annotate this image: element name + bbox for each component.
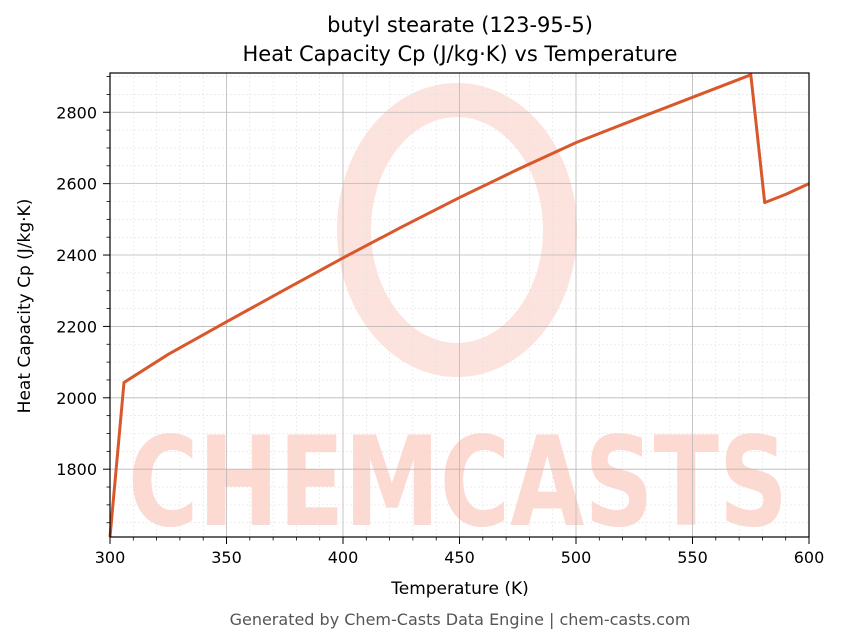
y-axis: 1800 2000 2200 2400 2600 2800 <box>56 76 110 524</box>
chart-subtitle: Heat Capacity Cp (J/kg·K) vs Temperature <box>243 42 678 66</box>
x-tick-label: 300 <box>95 548 126 567</box>
series-line <box>108 73 810 538</box>
x-axis-label: Temperature (K) <box>390 579 529 599</box>
x-tick-label: 450 <box>444 548 475 567</box>
y-tick-label: 2600 <box>56 175 97 194</box>
x-tick-label: 500 <box>561 548 592 567</box>
watermark: CHEMCASTS <box>128 83 788 555</box>
x-axis: 300 350 400 450 500 550 600 <box>95 537 825 567</box>
x-tick-label: 350 <box>211 548 242 567</box>
footer-credit: Generated by Chem-Casts Data Engine | ch… <box>230 610 691 629</box>
y-axis-label: Heat Capacity Cp (J/kg·K) <box>15 199 35 414</box>
x-tick-label: 550 <box>677 548 708 567</box>
chart-title: butyl stearate (123-95-5) <box>327 13 593 37</box>
watermark-text: CHEMCASTS <box>128 411 788 555</box>
y-tick-label: 2200 <box>56 317 97 336</box>
y-tick-label: 2800 <box>56 103 97 122</box>
x-tick-label: 600 <box>794 548 825 567</box>
series-layer <box>108 73 810 538</box>
y-tick-label: 2000 <box>56 389 97 408</box>
y-tick-label: 2400 <box>56 246 97 265</box>
y-tick-label: 1800 <box>56 460 97 479</box>
major-grid <box>109 73 810 537</box>
x-tick-label: 400 <box>328 548 359 567</box>
watermark-logo-ring <box>337 83 577 377</box>
